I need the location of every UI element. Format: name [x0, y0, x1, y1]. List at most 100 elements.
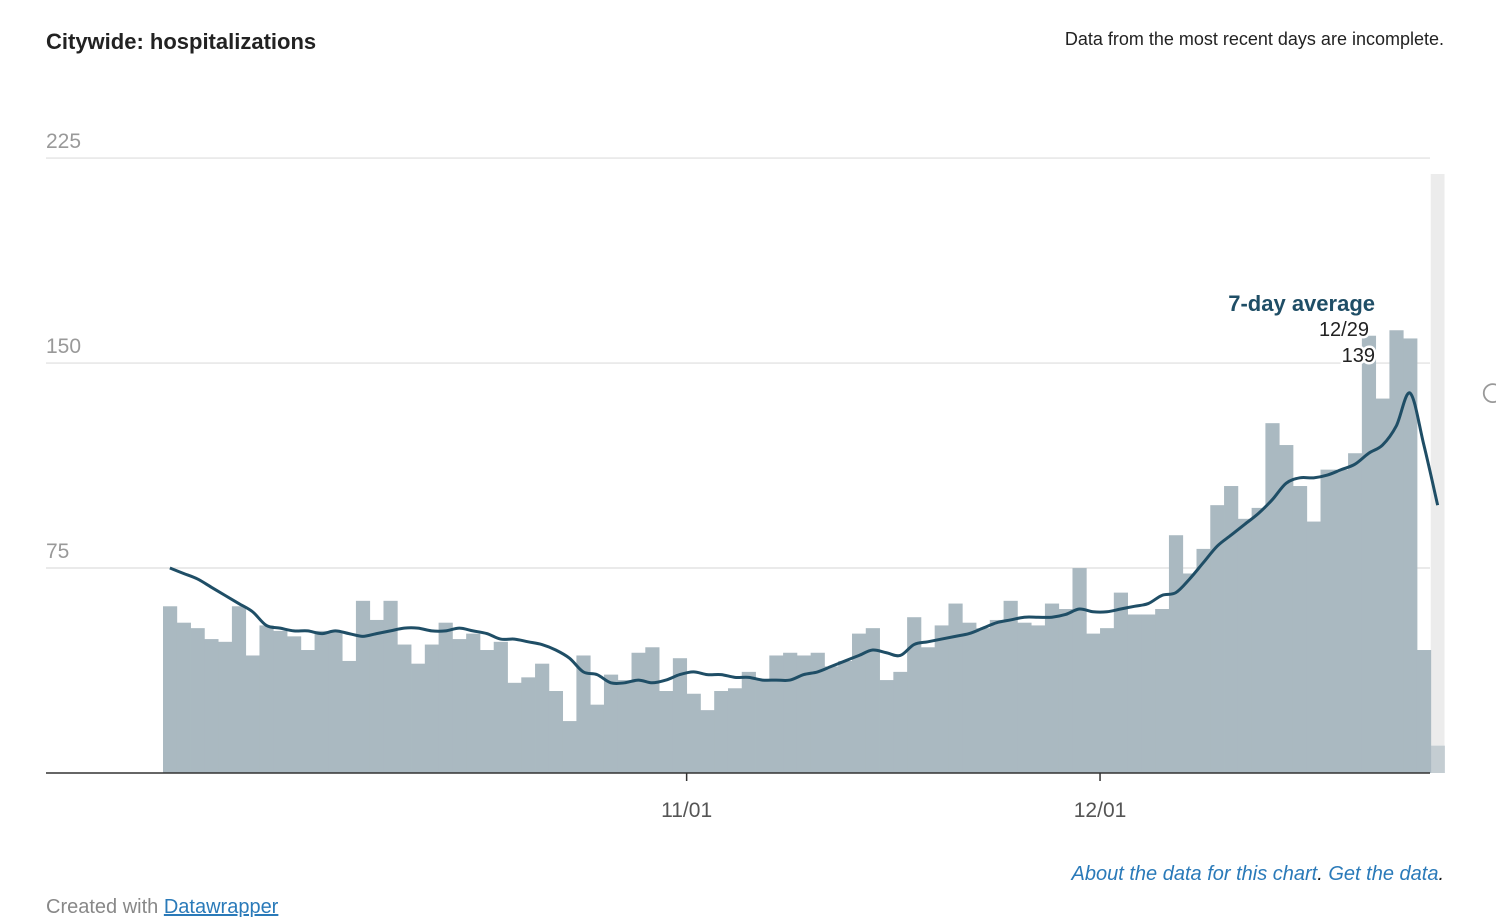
bar	[1251, 507, 1266, 773]
x-tick-label: 12/01	[1074, 799, 1127, 822]
bar	[741, 671, 756, 773]
bar	[686, 693, 701, 773]
highlight-value-label: 139	[1342, 345, 1375, 367]
bar	[163, 606, 178, 773]
bar	[989, 619, 1004, 773]
bar	[548, 691, 564, 773]
footer-separator: .	[1317, 863, 1329, 885]
bar	[479, 650, 495, 773]
get-data-link[interactable]: Get the data	[1328, 863, 1439, 885]
bar	[727, 688, 743, 773]
bar	[397, 644, 412, 773]
bar	[562, 721, 577, 773]
bar	[617, 680, 632, 773]
bar	[259, 625, 274, 773]
bar	[218, 641, 233, 773]
bar	[438, 622, 453, 773]
bar	[355, 600, 371, 773]
average-label: 7-day average	[1228, 291, 1375, 316]
bar	[1389, 330, 1404, 773]
y-tick-label: 225	[46, 130, 81, 153]
bar	[300, 650, 315, 773]
credit-prefix: Created with	[46, 896, 164, 918]
bar	[1210, 505, 1225, 773]
bar	[645, 647, 660, 773]
bar	[1320, 469, 1335, 773]
bar	[810, 652, 825, 773]
bar	[204, 639, 219, 773]
bar	[1113, 592, 1128, 773]
bar	[369, 619, 384, 773]
bar	[383, 600, 398, 773]
chart-title: Citywide: hospitalizations	[46, 29, 317, 54]
bar	[1086, 633, 1101, 773]
bar	[769, 655, 784, 773]
bar	[659, 691, 674, 773]
bar	[1044, 603, 1060, 773]
bar	[934, 625, 949, 773]
bar	[1141, 614, 1156, 773]
bar	[700, 710, 715, 773]
bar	[976, 628, 991, 773]
bar	[1182, 573, 1197, 773]
bar	[287, 636, 302, 773]
bar	[1224, 486, 1239, 773]
bar	[1127, 614, 1142, 773]
bar	[907, 617, 922, 773]
bar	[535, 663, 550, 773]
bar	[231, 606, 247, 773]
bar	[879, 680, 894, 773]
bar	[962, 622, 977, 773]
bar	[521, 677, 536, 773]
bar	[314, 630, 329, 773]
bar	[893, 671, 908, 773]
bar	[852, 633, 867, 773]
bar	[1403, 338, 1418, 773]
bar	[1306, 521, 1321, 773]
bar	[755, 680, 770, 773]
bar	[948, 603, 963, 773]
y-tick-label: 150	[46, 335, 81, 358]
chart-footer: About the data for this chart. Get the d…	[1072, 863, 1444, 886]
highlight-date-label: 12/29	[1319, 319, 1369, 341]
bar	[865, 628, 880, 773]
incomplete-data-note: Data from the most recent days are incom…	[1064, 29, 1444, 49]
bar	[672, 658, 688, 773]
bar	[190, 628, 205, 773]
bar	[1265, 423, 1280, 773]
x-tick-label: 11/01	[661, 799, 712, 822]
bar	[176, 622, 191, 773]
bar	[824, 666, 839, 773]
bar	[603, 674, 619, 773]
footer-end: .	[1438, 863, 1444, 885]
y-tick-label: 75	[46, 540, 69, 563]
bar	[424, 644, 439, 773]
bar	[838, 660, 853, 773]
bar	[1168, 535, 1184, 773]
bar	[1348, 453, 1363, 773]
bar	[1003, 600, 1018, 773]
bar	[1196, 548, 1211, 773]
bar	[920, 647, 936, 773]
about-data-link[interactable]: About the data for this chart	[1071, 863, 1318, 885]
bar	[342, 660, 357, 773]
bar	[1072, 568, 1087, 773]
bar	[466, 633, 481, 773]
bar	[1334, 469, 1349, 773]
bar	[1430, 745, 1445, 773]
bar	[1031, 625, 1046, 773]
bar	[452, 639, 467, 773]
bar	[576, 655, 591, 773]
bar	[1058, 609, 1073, 773]
bar	[1361, 335, 1377, 773]
bar	[1292, 486, 1308, 773]
bar	[507, 682, 522, 773]
bar	[796, 655, 812, 773]
bar	[714, 691, 729, 773]
incomplete-data-band	[1430, 174, 1445, 773]
bar	[245, 655, 260, 773]
bar	[1155, 609, 1170, 773]
bar	[783, 652, 798, 773]
datawrapper-link[interactable]: Datawrapper	[163, 896, 279, 918]
